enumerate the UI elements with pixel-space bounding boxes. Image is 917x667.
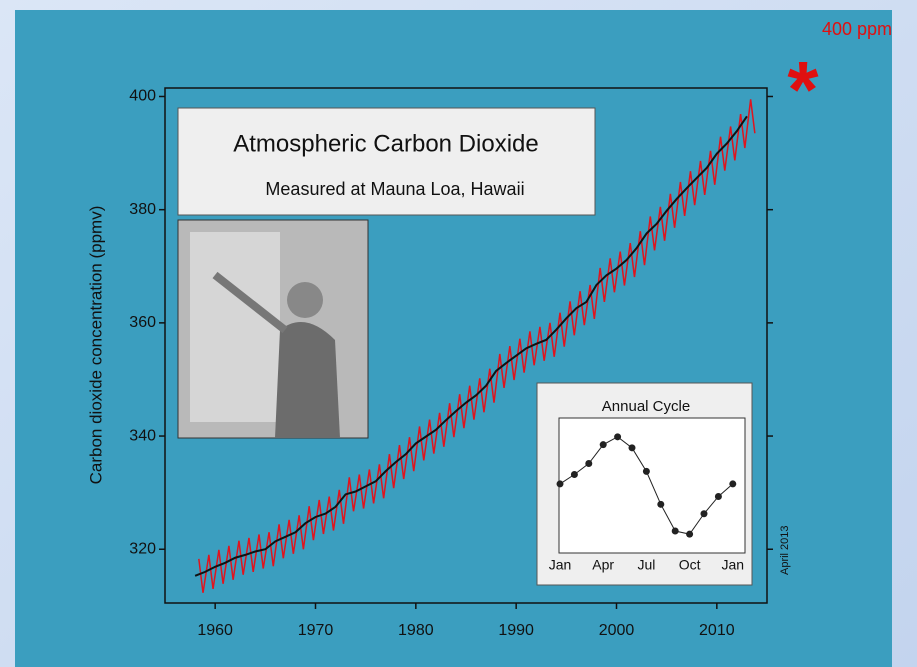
x-tick-label: 1980 — [398, 622, 434, 639]
annotation-label: 400 ppm — [822, 19, 892, 39]
x-tick-label: 1990 — [498, 622, 534, 639]
inset-point — [714, 492, 722, 500]
inset-point — [599, 441, 607, 449]
chart-subtitle: Measured at Mauna Loa, Hawaii — [265, 179, 524, 199]
series-line — [194, 115, 748, 577]
x-tick-label: 1960 — [197, 622, 233, 639]
x-tick-label: 2000 — [599, 622, 635, 639]
annotation-marker: * — [787, 45, 819, 134]
chart-title: Atmospheric Carbon Dioxide — [233, 130, 538, 157]
inset-point — [671, 527, 679, 535]
y-tick-label: 380 — [129, 201, 156, 218]
inset-point — [585, 460, 593, 468]
inset-point — [657, 500, 665, 508]
y-tick-label: 320 — [129, 540, 156, 557]
inset-point — [614, 433, 622, 441]
y-axis-label: Carbon dioxide concentration (ppmv) — [86, 206, 105, 485]
inset-point — [642, 467, 650, 475]
inset-x-label: Jan — [549, 557, 572, 573]
x-tick-label: 2010 — [699, 622, 735, 639]
inset-x-label: Jul — [637, 557, 655, 573]
inset-x-label: Jan — [722, 557, 745, 573]
inset-point — [729, 480, 737, 488]
inset-x-label: Oct — [679, 557, 701, 573]
date-note: April 2013 — [779, 525, 791, 575]
inset-point — [686, 530, 694, 538]
plot-frame — [164, 87, 768, 604]
inset-title: Annual Cycle — [602, 398, 690, 415]
inset-point — [556, 480, 564, 488]
inset-frame — [558, 417, 746, 554]
inset-x-label: Apr — [592, 557, 614, 573]
series-line — [198, 99, 756, 593]
inset-point — [628, 444, 636, 452]
inset-point — [570, 471, 578, 479]
x-tick-label: 1970 — [298, 622, 334, 639]
y-tick-label: 340 — [129, 427, 156, 444]
photo — [177, 219, 369, 439]
inset-point — [700, 510, 708, 518]
y-tick-label: 400 — [129, 88, 156, 105]
y-tick-label: 360 — [129, 314, 156, 331]
title-box — [177, 107, 596, 216]
